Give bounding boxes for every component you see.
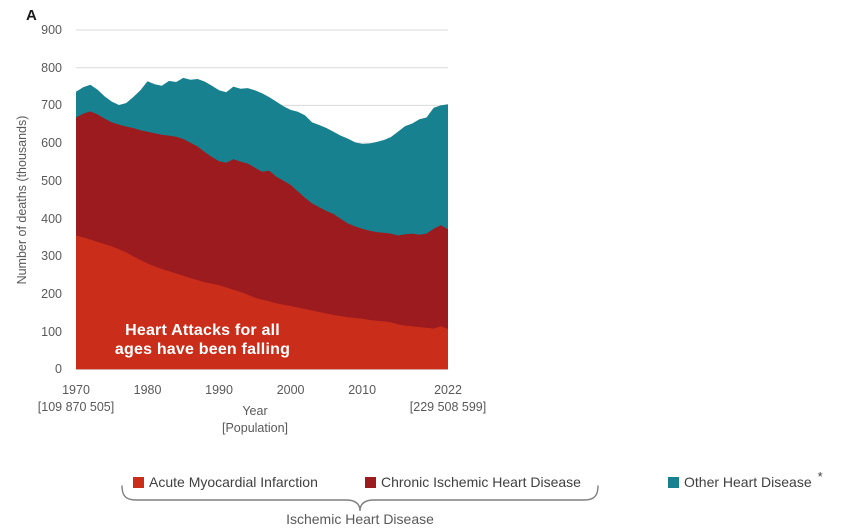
- chart-annotation: Heart Attacks for all ages have been fal…: [95, 321, 310, 359]
- y-tick-label: 100: [41, 324, 62, 339]
- y-tick-label: 0: [55, 362, 62, 377]
- legend-swatch-red-icon: [133, 476, 144, 488]
- y-tick-label: 600: [41, 136, 62, 151]
- ihd-group-label: Ischemic Heart Disease: [286, 511, 434, 527]
- legend-item-chronic-ischemic-heart-disease: Chronic Ischemic Heart Disease: [365, 474, 581, 490]
- x-tick-population-sublabel: [229 508 599]: [409, 400, 487, 414]
- annotation-line-2: ages have been falling: [114, 341, 291, 358]
- area-acute-myocardial-infarction: [76, 235, 448, 370]
- x-axis-title: Year: [242, 404, 268, 418]
- y-tick-label: 500: [41, 173, 62, 188]
- ihd-group-brace: [121, 485, 599, 512]
- legend-label: Acute Myocardial Infarction: [149, 474, 318, 490]
- legend-swatch-teal-icon: [668, 476, 679, 488]
- x-axis-subtitle: [Population]: [221, 421, 289, 435]
- x-tick-population-sublabel: [109 870 505]: [37, 400, 115, 414]
- panel-label: A: [26, 7, 37, 24]
- y-tick-label: 900: [41, 23, 62, 37]
- legend-item-other-heart-disease: Other Heart Disease *: [668, 469, 823, 490]
- y-tick-label: 200: [41, 286, 62, 301]
- y-tick-label: 800: [41, 60, 62, 75]
- annotation-line-1: Heart Attacks for all: [125, 322, 280, 339]
- x-tick-label: 1970: [62, 383, 90, 397]
- x-tick-label: 2000: [276, 383, 305, 397]
- x-tick-label: 2022: [434, 383, 462, 397]
- legend-label: Chronic Ischemic Heart Disease: [381, 474, 581, 490]
- legend-label: Other Heart Disease: [684, 474, 812, 490]
- y-tick-label: 300: [41, 249, 62, 264]
- x-tick-label: 2010: [348, 383, 377, 397]
- x-tick-label: 1990: [205, 383, 233, 397]
- legend-item-acute-myocardial-infarction: Acute Myocardial Infarction: [133, 474, 318, 490]
- footnote-asterisk: *: [817, 468, 823, 484]
- legend-swatch-darkred-icon: [365, 476, 376, 488]
- y-tick-label: 700: [41, 98, 62, 113]
- x-tick-label: 1980: [133, 383, 162, 397]
- y-tick-label: 400: [41, 211, 62, 226]
